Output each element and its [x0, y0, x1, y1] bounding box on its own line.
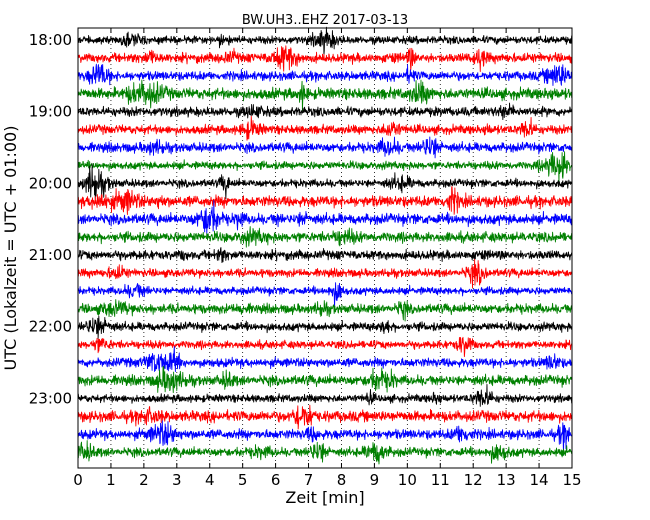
trace-2300 — [77, 383, 573, 407]
x-tick-label: 15 — [562, 471, 581, 489]
x-tick-label: 1 — [106, 471, 116, 489]
x-axis-label: Zeit [min] — [285, 488, 364, 507]
chart-title: BW.UH3..EHZ 2017-03-13 — [242, 13, 408, 28]
trace-2215 — [77, 336, 573, 358]
x-tick-label: 12 — [464, 471, 483, 489]
x-tick-label: 8 — [337, 471, 347, 489]
plot-frame — [77, 27, 573, 469]
trace-2230 — [77, 346, 573, 372]
trace-2100 — [77, 247, 573, 263]
y-axis-label: UTC (Lokalzeit = UTC + 01:00) — [1, 126, 20, 371]
trace-1945 — [77, 151, 573, 184]
y-axis-ticks: 18:00 19:00 20:00 21:00 22:00 23:00 — [29, 31, 572, 407]
x-tick-label: 4 — [205, 471, 215, 489]
trace-1845 — [77, 79, 573, 111]
traces — [77, 26, 573, 465]
trace-2115 — [77, 258, 573, 289]
trace-1900 — [77, 102, 573, 121]
trace-2145 — [77, 299, 573, 322]
trace-1815 — [77, 45, 573, 72]
x-tick-label: 10 — [398, 471, 417, 489]
x-tick-label: 7 — [304, 471, 314, 489]
trace-1930 — [77, 136, 573, 159]
x-tick-label: 9 — [370, 471, 380, 489]
y-tick-label: 21:00 — [29, 246, 72, 264]
trace-1915 — [77, 115, 573, 141]
y-tick-label: 22:00 — [29, 318, 72, 336]
x-axis-ticks: 0 1 2 3 4 5 6 7 8 9 10 11 12 13 14 15 — [73, 28, 582, 489]
x-tick-label: 14 — [530, 471, 549, 489]
trace-2245 — [77, 365, 573, 394]
trace-2030 — [77, 200, 573, 234]
x-tick-label: 0 — [73, 471, 83, 489]
trace-2130 — [77, 282, 573, 309]
trace-2330 — [77, 420, 573, 456]
trace-2015 — [77, 186, 573, 215]
trace-2345 — [77, 440, 573, 465]
trace-2315 — [77, 404, 573, 430]
grid-lines — [110, 28, 540, 468]
trace-2000 — [77, 163, 573, 200]
x-tick-label: 5 — [238, 471, 248, 489]
y-tick-label: 20:00 — [29, 174, 72, 192]
x-tick-label: 11 — [431, 471, 450, 489]
y-tick-label: 19:00 — [29, 103, 72, 121]
trace-2200 — [77, 315, 573, 339]
x-tick-label: 3 — [172, 471, 182, 489]
trace-2045 — [77, 226, 573, 248]
x-tick-label: 2 — [139, 471, 149, 489]
y-tick-label: 23:00 — [29, 389, 72, 407]
trace-1800 — [77, 26, 573, 56]
x-tick-label: 13 — [497, 471, 516, 489]
y-tick-label: 18:00 — [29, 31, 72, 49]
x-tick-label: 6 — [271, 471, 281, 489]
trace-1830 — [77, 63, 573, 86]
